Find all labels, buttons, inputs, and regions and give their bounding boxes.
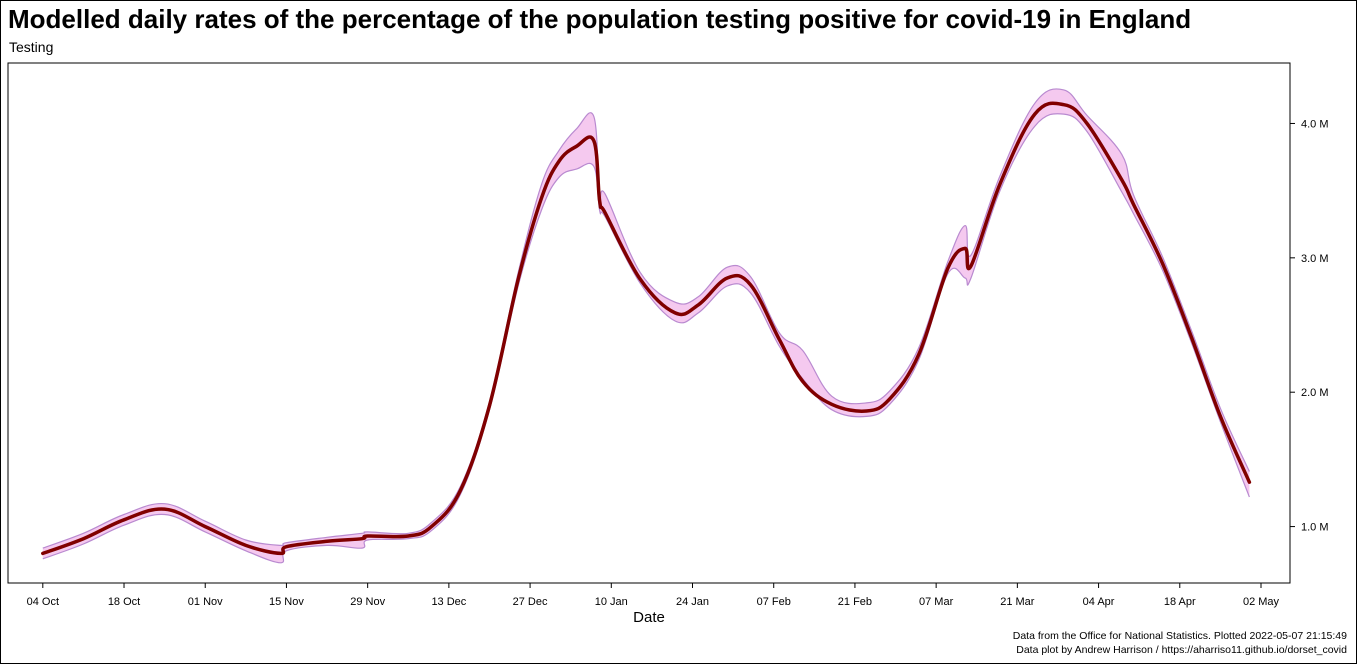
confidence-ribbon bbox=[42, 88, 1250, 563]
x-tick-label: 15 Nov bbox=[269, 596, 304, 608]
upper-bound-line bbox=[42, 88, 1250, 549]
chart-subtitle: Testing bbox=[9, 39, 54, 55]
x-tick-label: 04 Apr bbox=[1083, 596, 1115, 608]
x-axis-label: Date bbox=[633, 609, 665, 626]
y-tick-label: 1.0 M bbox=[1301, 522, 1329, 534]
x-tick-label: 02 May bbox=[1243, 596, 1280, 608]
series-line bbox=[41, 101, 1252, 556]
y-tick-label: 4.0 M bbox=[1301, 118, 1329, 130]
chart-title: Modelled daily rates of the percentage o… bbox=[8, 4, 1192, 34]
lower-bound-line bbox=[42, 113, 1250, 564]
x-tick-label: 01 Nov bbox=[188, 596, 223, 608]
y-tick-label: 2.0 M bbox=[1301, 387, 1329, 399]
source-caption: Data from the Office for National Statis… bbox=[1012, 630, 1347, 642]
x-tick-label: 10 Jan bbox=[595, 596, 628, 608]
x-tick-label: 21 Feb bbox=[838, 596, 872, 608]
author-caption: Data plot by Andrew Harrison / https://a… bbox=[1016, 644, 1347, 656]
y-tick-label: 3.0 M bbox=[1301, 253, 1329, 265]
x-tick-label: 27 Dec bbox=[513, 596, 548, 608]
x-tick-label: 07 Feb bbox=[757, 596, 791, 608]
x-tick-label: 24 Jan bbox=[676, 596, 709, 608]
x-tick-label: 13 Dec bbox=[431, 596, 466, 608]
x-tick-label: 29 Nov bbox=[350, 596, 385, 608]
x-tick-label: 21 Mar bbox=[1000, 596, 1035, 608]
x-tick-label: 18 Oct bbox=[108, 596, 140, 608]
plot-panel bbox=[7, 62, 1291, 584]
x-tick-label: 07 Mar bbox=[919, 596, 954, 608]
x-tick-label: 04 Oct bbox=[27, 596, 59, 608]
x-tick-label: 18 Apr bbox=[1164, 596, 1196, 608]
